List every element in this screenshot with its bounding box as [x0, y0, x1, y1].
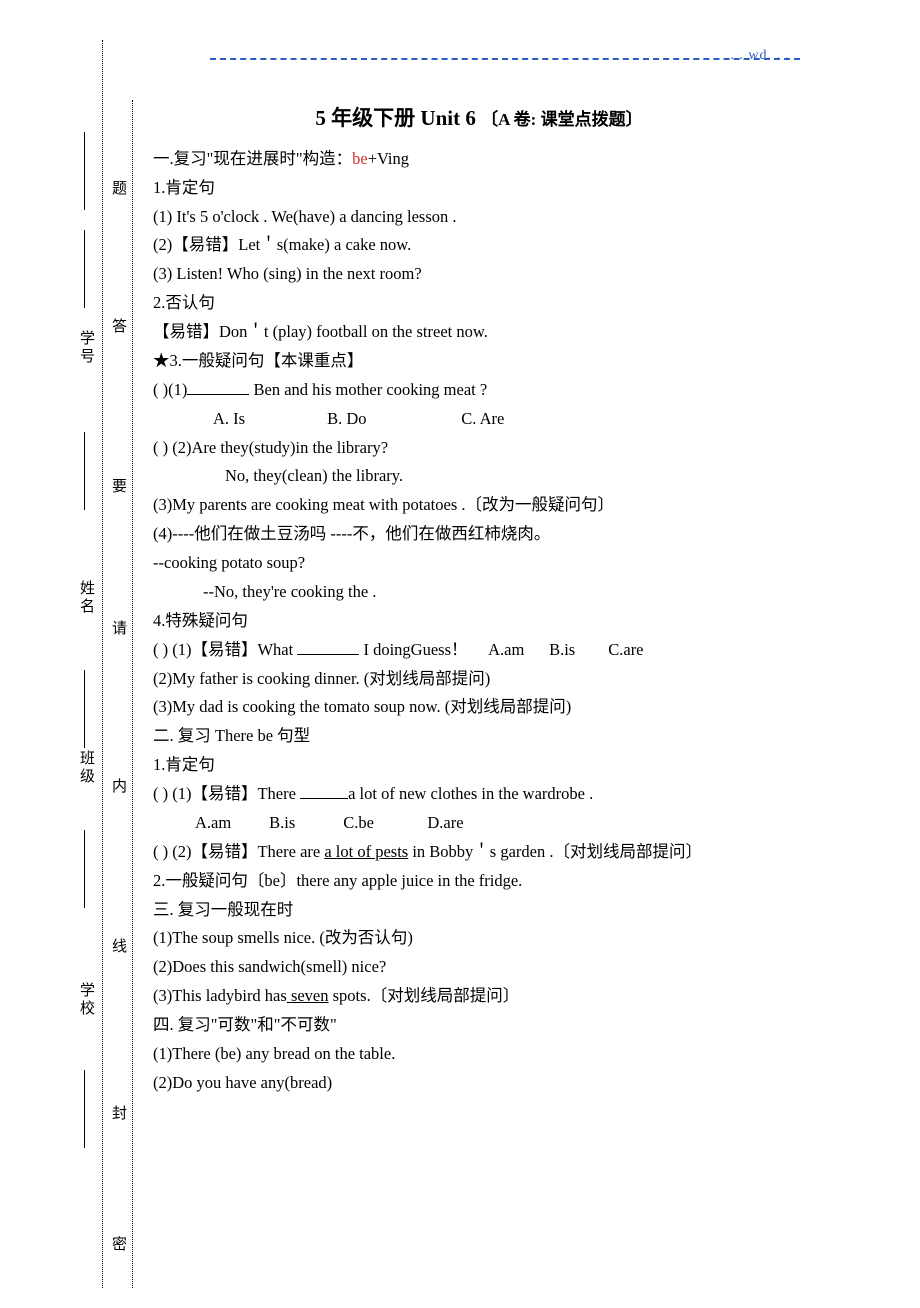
sidebar-right-label: 要 — [108, 478, 129, 496]
sidebar-right-label: 线 — [108, 938, 129, 956]
sidebar-left-label: 学号 — [76, 330, 97, 366]
title-main: 5 年级下册 Unit 6 — [315, 106, 475, 130]
line-17: 4.特殊疑问句 — [153, 607, 805, 636]
sidebar-left-label: 学校 — [76, 982, 97, 1018]
sidebar-right-label: 封 — [108, 1105, 129, 1123]
line-5: (3) Listen! Who (sing) in the next room? — [153, 260, 805, 289]
line-30: (3)This ladybird has seven spots.〔对划线局部提… — [153, 982, 805, 1011]
l25a: ( ) (2)【易错】There are — [153, 842, 324, 861]
line-21: 二. 复习 There be 句型 — [153, 722, 805, 751]
title-sub: 〔A 卷: 课堂点拨题〕 — [481, 110, 643, 129]
l25b: in Bobby＇s garden .〔对划线局部提问〕 — [408, 842, 702, 861]
line-2: 1.肯定句 — [153, 174, 805, 203]
header-text: . . wd. . . — [730, 48, 790, 64]
line-31: 四. 复习"可数"和"不可数" — [153, 1011, 805, 1040]
line-16: --No, they're cooking the . — [153, 578, 805, 607]
line-15: --cooking potato soup? — [153, 549, 805, 578]
dotted-vertical-line-1 — [102, 40, 103, 1288]
main-content: 5 年级下册 Unit 6 〔A 卷: 课堂点拨题〕 一.复习"现在进展时"构造… — [153, 100, 805, 1098]
l9b: Ben and his mother cooking meat ? — [249, 380, 487, 399]
line-1: 一.复习"现在进展时"构造：be+Ving — [153, 145, 805, 174]
l30b: spots.〔对划线局部提问〕 — [329, 986, 520, 1005]
l1a: 一.复习"现在进展时"构造： — [153, 149, 352, 168]
l18b: I doingGuess！ — [359, 640, 467, 659]
line-9: ( )(1) Ben and his mother cooking meat ? — [153, 376, 805, 405]
l23b: a lot of new clothes in the wardrobe . — [348, 784, 593, 803]
line-7: 【易错】Don＇t (play) football on the street … — [153, 318, 805, 347]
line-3: (1) It's 5 o'clock . We(have) a dancing … — [153, 203, 805, 232]
blank-1 — [187, 394, 249, 395]
sidebar-right-label: 密 — [108, 1236, 129, 1254]
sidebar-left-label: 班级 — [76, 750, 97, 786]
line-10: A. Is B. Do C. Are — [153, 405, 805, 434]
l18e: C.are — [608, 640, 643, 659]
line-33: (2)Do you have any(bread) — [153, 1069, 805, 1098]
l23a: ( ) (1)【易错】There — [153, 784, 300, 803]
l18d: B.is — [549, 640, 575, 659]
line-13: (3)My parents are cooking meat with pota… — [153, 491, 805, 520]
line-8: ★3.一般疑问句【本课重点】 — [153, 347, 805, 376]
line-22: 1.肯定句 — [153, 751, 805, 780]
sidebar-left-line — [84, 132, 85, 210]
line-18: ( ) (1)【易错】What I doingGuess！ A.am B.is … — [153, 636, 805, 665]
l10a: A. Is — [213, 405, 323, 434]
blank-3 — [300, 798, 348, 799]
line-23: ( ) (1)【易错】There a lot of new clothes in… — [153, 780, 805, 809]
l24d: D.are — [427, 809, 463, 838]
l1c: +Ving — [368, 149, 409, 168]
line-20: (3)My dad is cooking the tomato soup now… — [153, 693, 805, 722]
l24a: A.am — [195, 809, 265, 838]
line-12: No, they(clean) the library. — [153, 462, 805, 491]
sidebar-right-label: 请 — [108, 620, 129, 638]
l9a: ( )(1) — [153, 380, 187, 399]
l10b: B. Do — [327, 405, 457, 434]
line-6: 2.否认句 — [153, 289, 805, 318]
header-dashed-line — [210, 58, 800, 60]
l24b: B.is — [269, 809, 339, 838]
l30a: (3)This ladybird has — [153, 986, 287, 1005]
sidebar-left-line — [84, 432, 85, 510]
dotted-vertical-line-2 — [132, 100, 133, 1288]
line-26: 2.一般疑问句〔be〕there any apple juice in the … — [153, 867, 805, 896]
line-27: 三. 复习一般现在时 — [153, 896, 805, 925]
line-25: ( ) (2)【易错】There are a lot of pests in B… — [153, 838, 805, 867]
l24c: C.be — [343, 809, 423, 838]
line-14: (4)----他们在做土豆汤吗 ----不，他们在做西红柿烧肉。 — [153, 520, 805, 549]
sidebar-right-label: 题 — [108, 180, 129, 198]
line-32: (1)There (be) any bread on the table. — [153, 1040, 805, 1069]
sidebar-left-line — [84, 670, 85, 748]
sidebar-left-label: 姓名 — [76, 580, 97, 616]
sidebar-right-label: 答 — [108, 318, 129, 336]
sidebar-left-line — [84, 1070, 85, 1148]
line-29: (2)Does this sandwich(smell) nice? — [153, 953, 805, 982]
l25u: a lot of pests — [324, 842, 408, 861]
line-4: (2)【易错】Let＇s(make) a cake now. — [153, 231, 805, 260]
l30u: seven — [287, 986, 329, 1005]
l18c: A.am — [488, 640, 524, 659]
l18a: ( ) (1)【易错】What — [153, 640, 297, 659]
sidebar-right-label: 内 — [108, 778, 129, 796]
sidebar-left-line — [84, 830, 85, 908]
title-row: 5 年级下册 Unit 6 〔A 卷: 课堂点拨题〕 — [153, 100, 805, 137]
line-11: ( ) (2)Are they(study)in the library? — [153, 434, 805, 463]
line-28: (1)The soup smells nice. (改为否认句) — [153, 924, 805, 953]
l1b: be — [352, 149, 368, 168]
line-19: (2)My father is cooking dinner. (对划线局部提问… — [153, 665, 805, 694]
line-24: A.am B.is C.be D.are — [153, 809, 805, 838]
sidebar-left-line — [84, 230, 85, 308]
l10c: C. Are — [461, 405, 504, 434]
blank-2 — [297, 654, 359, 655]
